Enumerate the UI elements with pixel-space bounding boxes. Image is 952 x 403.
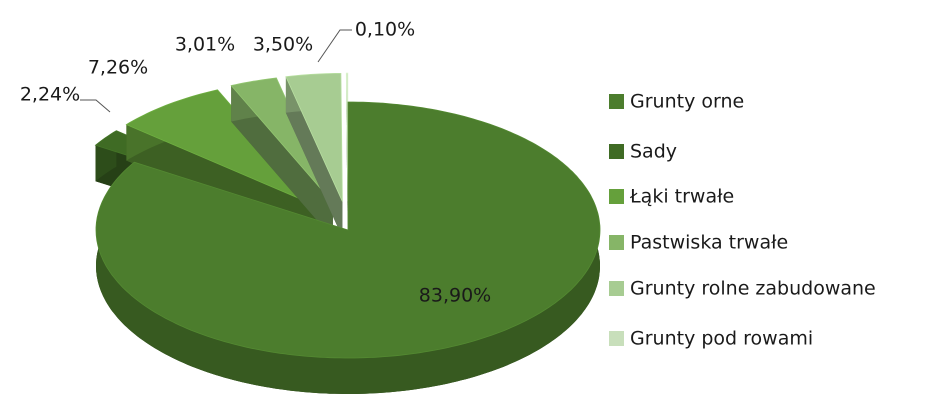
data-label: 7,26% [88,57,148,79]
legend-swatch [609,94,624,109]
legend-label: Łąki trwałe [629,186,734,208]
data-label: 2,24% [20,84,80,106]
data-label: 3,01% [175,34,235,56]
leader-line [317,29,352,63]
data-label: 83,90% [419,285,491,307]
slice [345,72,349,238]
legend-label: Grunty pod rowami [630,328,813,350]
legend-swatch [609,235,624,250]
legend-label: Grunty orne [630,91,744,113]
slice [230,77,334,239]
legend-swatch [609,281,624,296]
slice [285,73,343,238]
legend-swatch [609,189,624,204]
leader-line [80,99,111,113]
slice-top [230,77,334,203]
data-label: 0,10% [355,19,415,41]
legend-label: Pastwiska trwałe [630,232,788,254]
slice-top [345,72,349,202]
legend-swatch [609,331,624,346]
legend-label: Grunty rolne zabudowane [630,278,876,300]
slice-top [125,89,320,208]
slice-top [95,101,601,359]
slice-wall [231,85,333,239]
legend-swatch [609,144,624,159]
slice [95,101,601,394]
legend-label: Sady [630,141,677,163]
data-label: 3,50% [253,34,313,56]
slice-wall [285,76,343,238]
slice-top [285,73,343,202]
